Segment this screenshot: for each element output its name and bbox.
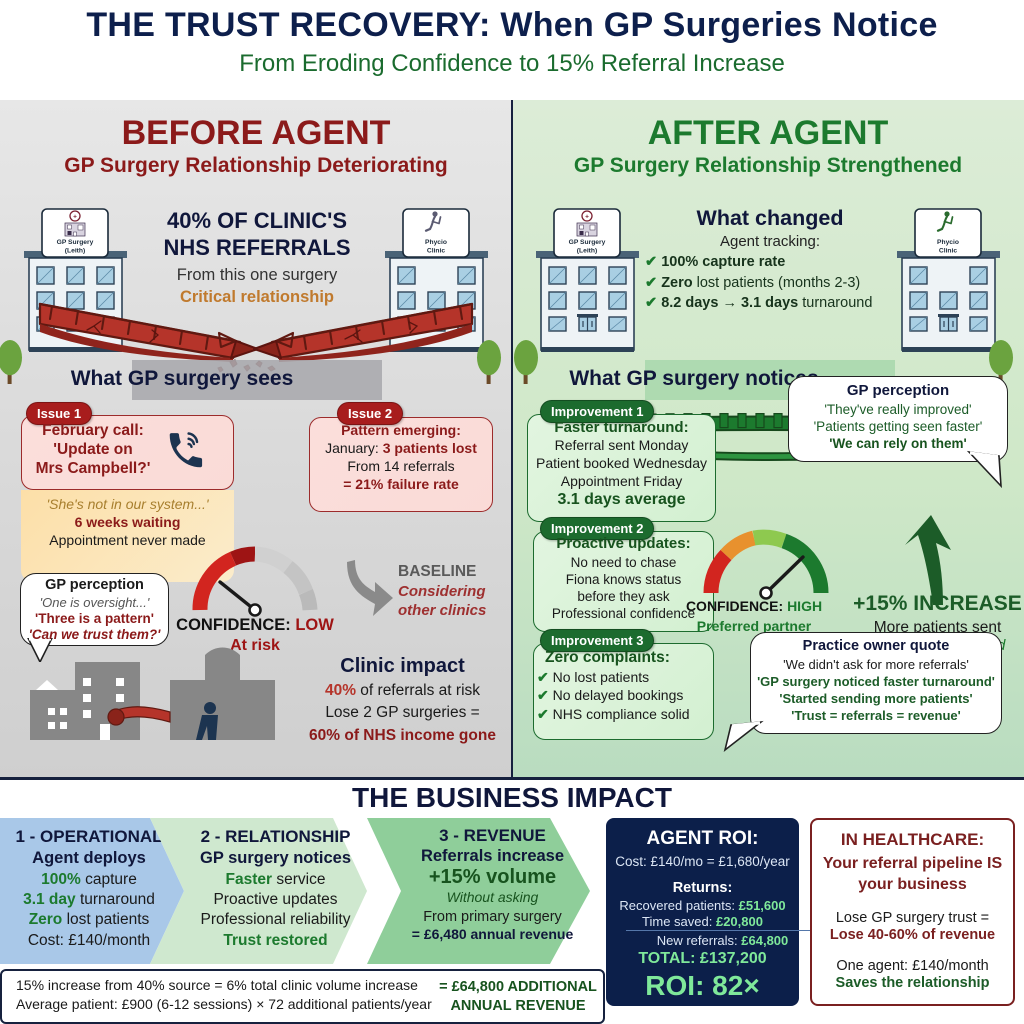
svg-text:+: + (585, 214, 589, 221)
svg-text:GP Surgery: GP Surgery (569, 239, 606, 246)
svg-text:(Leith): (Leith) (577, 248, 597, 255)
svg-text:Phycio: Phycio (425, 239, 447, 246)
svg-text:+: + (73, 214, 77, 221)
svg-text:Phycio: Phycio (937, 239, 959, 246)
svg-text:Clinic: Clinic (939, 248, 957, 255)
svg-text:Clinic: Clinic (427, 248, 445, 255)
svg-text:(Leith): (Leith) (65, 248, 85, 255)
svg-text:GP Surgery: GP Surgery (57, 239, 94, 246)
